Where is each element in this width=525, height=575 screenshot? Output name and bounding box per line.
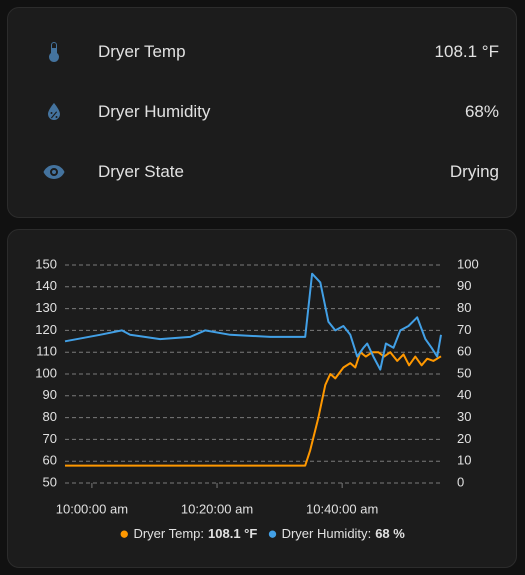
y2-tick-label: 90	[457, 278, 471, 293]
y2-tick-label: 30	[457, 409, 471, 424]
y-tick-label: 80	[43, 409, 57, 424]
y-tick-label: 90	[43, 387, 57, 402]
legend-label: Dryer Humidity	[282, 526, 368, 541]
y2-tick-label: 50	[457, 365, 471, 380]
y2-tick-label: 20	[457, 431, 471, 446]
legend-swatch: ●	[119, 524, 129, 543]
thermometer-icon	[49, 42, 59, 62]
entity-row[interactable]: Dryer Humidity 68%	[8, 92, 516, 132]
y-tick-label: 120	[35, 322, 57, 337]
y-tick-label: 110	[36, 344, 57, 359]
legend-label: Dryer Temp	[133, 526, 200, 541]
y2-tick-label: 60	[457, 344, 471, 359]
y2-tick-label: 40	[457, 387, 471, 402]
y2-tick-label: 70	[457, 322, 471, 337]
legend-value: 68 %	[375, 526, 405, 541]
y2-tick-label: 10	[457, 453, 471, 468]
entity-name: Dryer Temp	[98, 42, 186, 61]
entities-card: Dryer Temp 108.1 °F Dryer Humidity 68% D…	[7, 7, 517, 218]
entity-state: Drying	[449, 162, 499, 181]
y-tick-label: 50	[43, 474, 57, 489]
x-tick-label: 10:00:00 am	[56, 501, 128, 516]
y-tick-label: 140	[35, 278, 57, 293]
y-tick-label: 70	[43, 431, 57, 446]
y2-tick-label: 80	[457, 300, 471, 315]
legend-swatch: ●	[267, 524, 277, 543]
chart-card	[7, 229, 517, 568]
series-line	[64, 272, 442, 371]
eye-icon	[43, 165, 65, 179]
legend-value: 108.1 °F	[208, 526, 257, 541]
entity-row[interactable]: Dryer Temp 108.1 °F	[8, 32, 516, 72]
y-tick-label: 130	[35, 300, 57, 315]
y2-tick-label: 0	[457, 474, 464, 489]
entity-name: Dryer State	[98, 162, 184, 181]
legend: ● Dryer Temp: 108.1 °F ● Dryer Humidity: 68 %	[119, 524, 405, 543]
y-tick-label: 150	[35, 256, 57, 271]
legend-separator: :	[200, 526, 204, 541]
entity-state: 108.1 °F	[434, 42, 499, 61]
entity-row[interactable]: Dryer State Drying	[8, 152, 516, 192]
y-tick-label: 60	[43, 453, 57, 468]
y2-tick-label: 100	[457, 256, 479, 271]
entity-state: 68%	[464, 102, 499, 121]
humidity-icon	[48, 103, 60, 120]
y-tick-label: 100	[35, 365, 57, 380]
x-tick-label: 10:40:00 am	[306, 501, 378, 516]
series-line	[65, 351, 442, 467]
legend-separator: :	[368, 526, 372, 541]
entity-name: Dryer Humidity	[98, 102, 211, 121]
x-tick-label: 10:20:00 am	[181, 501, 253, 516]
